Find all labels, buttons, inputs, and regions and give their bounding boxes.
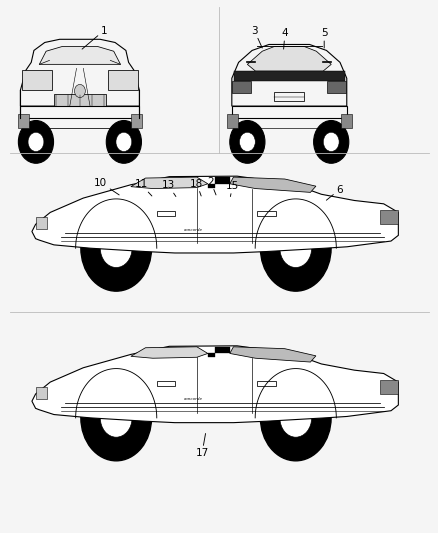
Circle shape <box>106 120 141 163</box>
Text: 1: 1 <box>82 26 107 49</box>
Bar <box>232 82 251 93</box>
Bar <box>156 212 174 216</box>
Bar <box>35 217 46 229</box>
Bar <box>54 94 106 106</box>
Circle shape <box>100 399 132 437</box>
Bar <box>257 381 275 386</box>
Bar <box>22 70 51 90</box>
Text: 6: 6 <box>325 184 342 200</box>
Text: 4: 4 <box>281 28 288 49</box>
Circle shape <box>279 399 311 437</box>
Text: 11: 11 <box>134 179 152 196</box>
Bar <box>379 379 397 394</box>
Circle shape <box>260 375 330 461</box>
Circle shape <box>74 84 85 98</box>
Polygon shape <box>39 46 120 64</box>
Bar <box>108 70 138 90</box>
Text: concorde: concorde <box>183 397 202 401</box>
Bar <box>131 114 142 128</box>
Polygon shape <box>32 346 397 423</box>
Circle shape <box>28 132 44 151</box>
Bar <box>226 114 237 128</box>
Circle shape <box>279 229 311 268</box>
Bar <box>379 210 397 224</box>
Polygon shape <box>229 347 315 362</box>
Text: 3: 3 <box>251 26 261 48</box>
Circle shape <box>260 205 330 291</box>
Polygon shape <box>32 176 397 253</box>
Circle shape <box>100 229 132 268</box>
Bar <box>35 387 46 399</box>
Circle shape <box>229 120 265 163</box>
Bar <box>20 106 139 118</box>
Text: 5: 5 <box>320 28 327 48</box>
Polygon shape <box>131 177 207 189</box>
Text: 16: 16 <box>117 433 140 458</box>
Bar <box>18 114 28 128</box>
Circle shape <box>116 132 131 151</box>
Text: 2: 2 <box>207 176 215 195</box>
Text: 10: 10 <box>94 177 119 195</box>
Bar <box>233 71 344 82</box>
Bar <box>156 381 174 386</box>
Polygon shape <box>207 347 229 357</box>
Polygon shape <box>207 177 229 188</box>
Text: 13: 13 <box>162 180 176 197</box>
Bar <box>236 118 341 128</box>
Polygon shape <box>131 347 207 358</box>
Circle shape <box>81 205 151 291</box>
Text: 17: 17 <box>195 433 208 458</box>
Bar <box>257 212 275 216</box>
Bar <box>340 114 351 128</box>
Circle shape <box>313 120 348 163</box>
Circle shape <box>239 132 255 151</box>
Bar <box>274 92 304 101</box>
Circle shape <box>81 375 151 461</box>
Bar <box>231 106 346 118</box>
Text: 15: 15 <box>226 181 239 197</box>
Circle shape <box>18 120 53 163</box>
Polygon shape <box>229 177 315 192</box>
Polygon shape <box>247 46 330 71</box>
Text: 18: 18 <box>190 179 203 196</box>
Circle shape <box>322 132 338 151</box>
Text: concorde: concorde <box>183 228 202 232</box>
Bar <box>26 118 134 128</box>
Bar <box>326 82 345 93</box>
